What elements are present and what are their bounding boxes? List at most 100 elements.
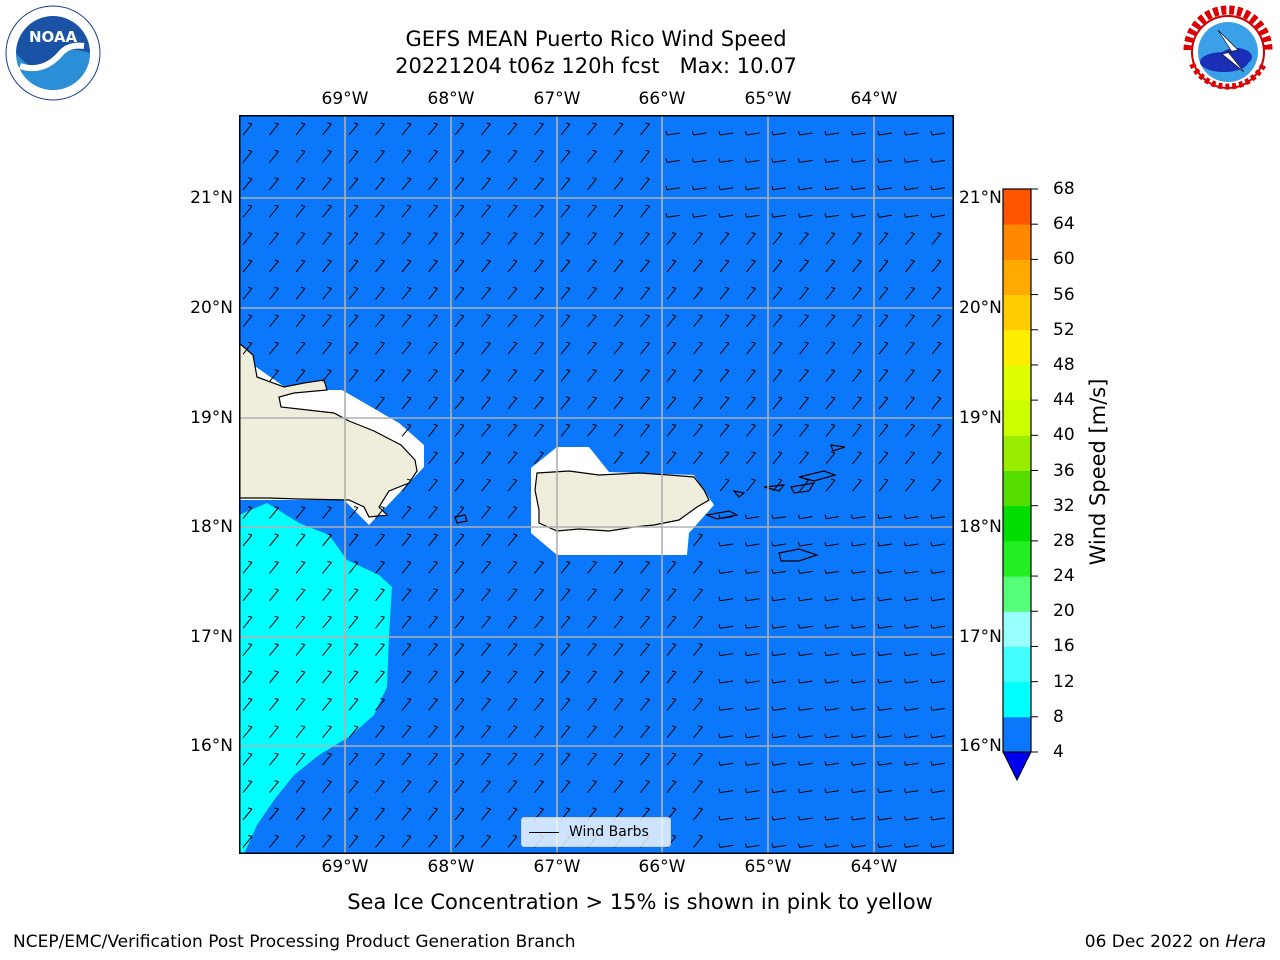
wind-barb: [587, 643, 597, 656]
wind-barb: [560, 177, 571, 191]
wind-barb: [242, 834, 253, 848]
lon-label-top: 65°W: [744, 89, 792, 109]
wind-barb: [824, 541, 840, 547]
wind-barb: [587, 396, 597, 410]
wind-barb: [587, 314, 597, 328]
wind-barb: [613, 643, 624, 656]
wind-barb: [481, 588, 491, 602]
wind-barb: [269, 643, 279, 656]
wind-barb: [613, 341, 624, 355]
wind-barb: [746, 478, 756, 492]
footer-branch: NCEP/EMC/Verification Post Processing Pr…: [13, 932, 576, 952]
wind-barb: [745, 624, 760, 629]
wind-barb: [401, 204, 412, 218]
wind-barb: [322, 807, 332, 821]
wind-barb: [242, 780, 253, 793]
wind-barb: [481, 697, 491, 711]
wind-barb: [851, 158, 866, 163]
wind-barb: [428, 122, 438, 136]
wind-barb: [481, 149, 491, 163]
wind-barb: [348, 643, 359, 656]
wind-barb: [481, 369, 491, 382]
wind-barb: [665, 213, 681, 218]
wind-barb: [454, 423, 465, 437]
wind-barb: [507, 177, 518, 191]
wind-barb: [560, 369, 571, 382]
wind-barb: [348, 177, 359, 191]
wind-barb: [904, 541, 919, 547]
wind-barb: [454, 615, 465, 629]
wind-barb: [930, 596, 946, 602]
footer-date: 06 Dec 2022 on Hera: [1085, 932, 1266, 952]
colorbar-bin: [1003, 681, 1031, 718]
lon-label-bottom: 64°W: [850, 857, 898, 877]
wind-barb: [745, 815, 760, 821]
wind-barb: [534, 588, 544, 602]
wind-barb: [560, 232, 571, 245]
wind-barb: [269, 369, 279, 382]
wind-barb: [824, 130, 840, 136]
lon-label-bottom: 69°W: [321, 857, 369, 877]
wind-barb: [587, 341, 597, 355]
wind-barb: [401, 423, 412, 437]
wind-barb: [401, 670, 412, 684]
colorbar-bin: [1003, 576, 1031, 612]
wind-barb: [481, 341, 491, 355]
wind-barb: [295, 204, 306, 218]
wind-barb: [295, 506, 306, 519]
wind-barb: [824, 733, 840, 739]
wind-barb: [269, 780, 279, 793]
wind-barb: [877, 569, 893, 574]
wind-barb: [481, 177, 491, 191]
wind-barb: [534, 204, 544, 218]
wind-barb: [905, 314, 915, 328]
wind-barb: [295, 780, 306, 793]
wind-barb: [454, 752, 465, 766]
wind-barb: [242, 177, 253, 191]
wind-barb: [798, 624, 813, 629]
wind-barb: [269, 588, 279, 602]
wind-barb: [454, 369, 465, 382]
wind-barb: [824, 569, 840, 574]
wind-barb: [640, 232, 650, 245]
wind-barb: [454, 725, 465, 739]
wind-barb: [772, 259, 783, 273]
wind-barb: [454, 533, 465, 547]
wind-barb: [322, 588, 332, 602]
colorbar-bin: [1003, 189, 1031, 225]
colorbar-bin: [1003, 435, 1031, 471]
legend-label: Wind Barbs: [569, 824, 649, 840]
wind-barb: [904, 733, 919, 739]
wind-barb: [322, 780, 332, 793]
wind-barb: [931, 341, 942, 355]
wind-barb: [640, 725, 650, 739]
wind-barb: [295, 177, 306, 191]
wind-barb: [375, 369, 385, 382]
wind-barb: [824, 678, 840, 684]
wind-barb: [613, 451, 624, 465]
lat-label-right: 20°N: [959, 298, 1002, 318]
wind-barb: [401, 286, 412, 300]
wind-barb: [640, 396, 650, 410]
wind-barb: [428, 834, 438, 848]
wind-barb: [269, 697, 279, 711]
wind-barb: [771, 213, 787, 218]
wind-barb: [798, 761, 813, 766]
wind-barb: [454, 697, 465, 711]
wind-barb: [693, 560, 703, 574]
wind-barb: [613, 560, 624, 574]
wind-barb: [905, 423, 915, 437]
wind-barb: [905, 341, 915, 355]
wind-barb: [931, 314, 942, 328]
wind-barb: [852, 259, 862, 273]
wind-barb: [878, 259, 889, 273]
wind-barb: [587, 752, 597, 766]
wind-barb: [454, 341, 465, 355]
wind-barb: [905, 369, 915, 382]
wind-barb: [693, 286, 703, 300]
wind-barb: [587, 670, 597, 684]
wind-barb: [401, 752, 412, 766]
wind-barb: [428, 560, 438, 574]
wind-barb: [242, 204, 253, 218]
colorbar-tick-label: 48: [1053, 354, 1075, 375]
